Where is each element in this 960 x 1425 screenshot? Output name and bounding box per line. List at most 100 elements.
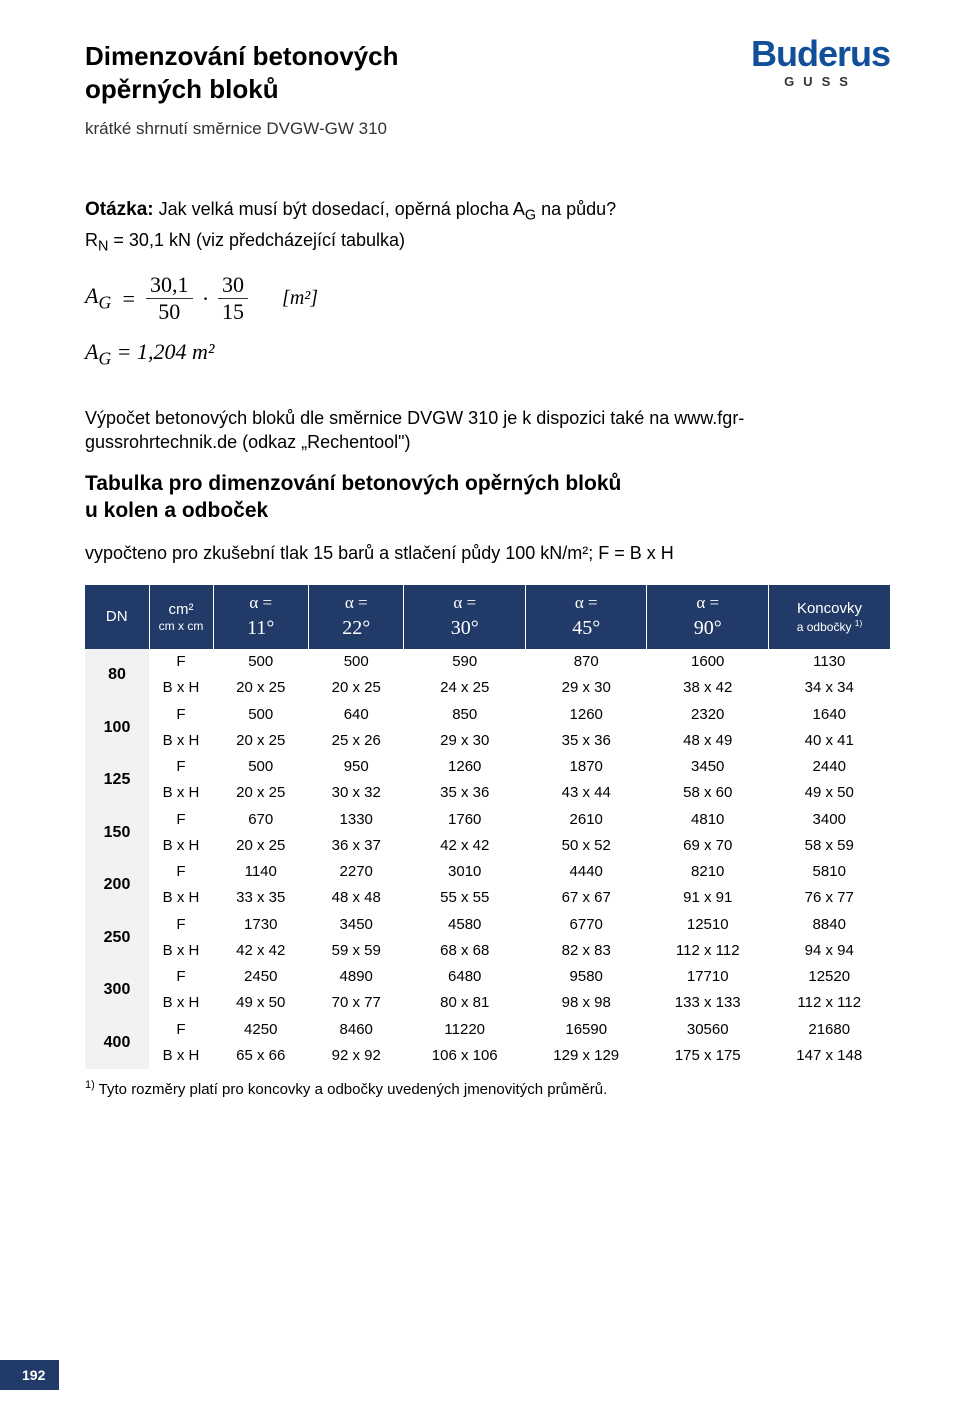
data-cell: 50 x 52: [525, 833, 647, 859]
note-line: RN = 30,1 kN (viz předcházející tabulka): [85, 230, 890, 255]
data-cell: 12520: [768, 964, 890, 990]
formula-2: AG = 1,204 m²: [85, 339, 890, 369]
data-cell: 4580: [404, 912, 526, 938]
f1-frac-1: 30,1 50: [146, 272, 193, 325]
data-cell: 8840: [768, 912, 890, 938]
sublabel-bxh: B x H: [149, 780, 213, 806]
data-cell: 98 x 98: [525, 990, 647, 1016]
data-cell: 129 x 129: [525, 1043, 647, 1069]
data-cell: 8210: [647, 859, 769, 885]
page-number: 192: [0, 1360, 59, 1390]
table-row: 80F50050059087016001130: [85, 649, 890, 675]
data-cell: 11220: [404, 1017, 526, 1043]
data-cell: 2610: [525, 807, 647, 833]
data-cell: 67 x 67: [525, 885, 647, 911]
data-cell: 48 x 49: [647, 728, 769, 754]
data-cell: 175 x 175: [647, 1043, 769, 1069]
data-cell: 49 x 50: [213, 990, 308, 1016]
data-cell: 21680: [768, 1017, 890, 1043]
subtitle: krátké shrnutí směrnice DVGW-GW 310: [85, 119, 751, 139]
f1-eq: =: [121, 286, 136, 312]
sublabel-bxh: B x H: [149, 833, 213, 859]
sublabel-f: F: [149, 807, 213, 833]
data-cell: 4810: [647, 807, 769, 833]
data-cell: 35 x 36: [404, 780, 526, 806]
sublabel-bxh: B x H: [149, 885, 213, 911]
dn-cell: 250: [85, 912, 149, 965]
dn-cell: 100: [85, 702, 149, 755]
data-cell: 36 x 37: [308, 833, 403, 859]
logo-sub: GUSS: [751, 74, 890, 89]
data-cell: 1140: [213, 859, 308, 885]
title-line-1: Dimenzování betonových: [85, 41, 399, 71]
data-cell: 2320: [647, 702, 769, 728]
table-row: 300F24504890648095801771012520: [85, 964, 890, 990]
footnote: 1) Tyto rozměry platí pro koncovky a odb…: [85, 1079, 890, 1098]
data-cell: 16590: [525, 1017, 647, 1043]
data-cell: 6480: [404, 964, 526, 990]
data-cell: 1600: [647, 649, 769, 675]
sublabel-f: F: [149, 859, 213, 885]
data-cell: 590: [404, 649, 526, 675]
logo: Buderus GUSS: [751, 36, 890, 89]
data-cell: 133 x 133: [647, 990, 769, 1016]
data-cell: 9580: [525, 964, 647, 990]
data-cell: 30560: [647, 1017, 769, 1043]
data-cell: 500: [213, 754, 308, 780]
data-cell: 1130: [768, 649, 890, 675]
data-cell: 1260: [404, 754, 526, 780]
data-cell: 12510: [647, 912, 769, 938]
sublabel-bxh: B x H: [149, 728, 213, 754]
data-cell: 69 x 70: [647, 833, 769, 859]
question-text: Jak velká musí být dosedací, opěrná ploc…: [154, 199, 525, 219]
sublabel-bxh: B x H: [149, 938, 213, 964]
data-cell: 106 x 106: [404, 1043, 526, 1069]
sublabel-f: F: [149, 754, 213, 780]
data-cell: 1640: [768, 702, 890, 728]
sublabel-f: F: [149, 964, 213, 990]
dn-cell: 80: [85, 649, 149, 702]
th-angle-3: α =45°: [525, 585, 647, 649]
data-cell: 24 x 25: [404, 675, 526, 701]
data-cell: 68 x 68: [404, 938, 526, 964]
data-cell: 92 x 92: [308, 1043, 403, 1069]
question-tail: na půdu?: [536, 199, 616, 219]
table-row: B x H49 x 5070 x 7780 x 8198 x 98133 x 1…: [85, 990, 890, 1016]
data-cell: 40 x 41: [768, 728, 890, 754]
dn-cell: 125: [85, 754, 149, 807]
data-cell: 3010: [404, 859, 526, 885]
table-body: 80F50050059087016001130B x H20 x 2520 x …: [85, 649, 890, 1069]
data-cell: 17710: [647, 964, 769, 990]
page-title: Dimenzování betonových opěrných bloků: [85, 40, 751, 105]
th-units: cm² cm x cm: [149, 585, 213, 649]
table-row: B x H33 x 3548 x 4855 x 5567 x 6791 x 91…: [85, 885, 890, 911]
table-row: B x H20 x 2530 x 3235 x 3643 x 4458 x 60…: [85, 780, 890, 806]
data-cell: 500: [308, 649, 403, 675]
question-sub: G: [525, 208, 536, 224]
question-label: Otázka:: [85, 199, 154, 220]
data-cell: 76 x 77: [768, 885, 890, 911]
data-cell: 4250: [213, 1017, 308, 1043]
data-cell: 112 x 112: [768, 990, 890, 1016]
data-cell: 80 x 81: [404, 990, 526, 1016]
data-cell: 38 x 42: [647, 675, 769, 701]
dn-cell: 300: [85, 964, 149, 1017]
data-cell: 5810: [768, 859, 890, 885]
data-cell: 20 x 25: [308, 675, 403, 701]
data-cell: 3450: [308, 912, 403, 938]
formula-block: AG = 30,1 50 · 30 15 [m²] AG = 1,204 m²: [85, 272, 890, 369]
data-cell: 20 x 25: [213, 728, 308, 754]
data-cell: 55 x 55: [404, 885, 526, 911]
note-sub: N: [98, 238, 108, 254]
th-angle-2: α =30°: [404, 585, 526, 649]
th-angle-1: α =22°: [308, 585, 403, 649]
data-cell: 147 x 148: [768, 1043, 890, 1069]
data-cell: 20 x 25: [213, 833, 308, 859]
data-cell: 48 x 48: [308, 885, 403, 911]
data-cell: 34 x 34: [768, 675, 890, 701]
data-cell: 20 x 25: [213, 675, 308, 701]
data-cell: 500: [213, 702, 308, 728]
data-cell: 43 x 44: [525, 780, 647, 806]
data-cell: 2270: [308, 859, 403, 885]
section-title: Tabulka pro dimenzování betonových opěrn…: [85, 470, 890, 525]
